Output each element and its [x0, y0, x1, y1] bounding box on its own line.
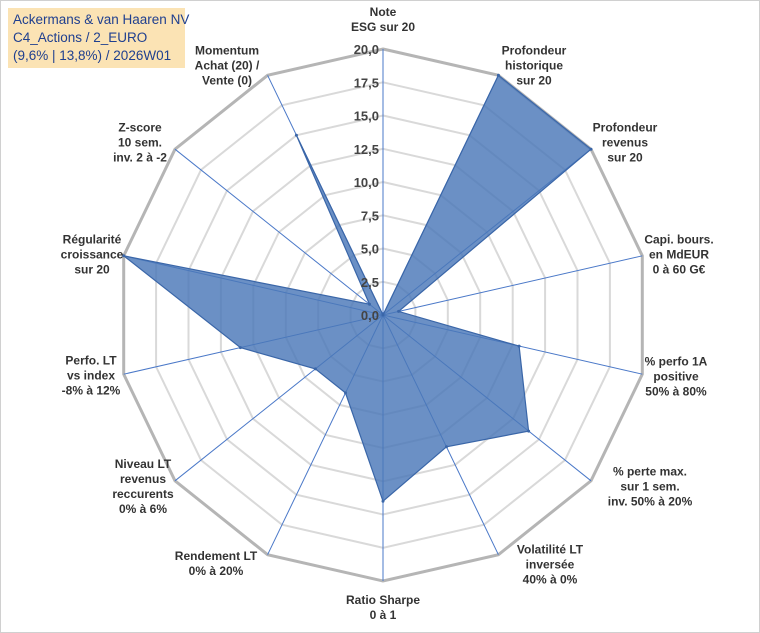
tick-label-6: 15,0: [354, 109, 379, 124]
category-label-6-line-2: 40% à 0%: [522, 572, 578, 587]
category-label-3-line-0: Capi. bours.: [644, 232, 714, 247]
category-label-5: % perte max. sur 1 sem. inv. 50% à 20%: [608, 465, 693, 510]
category-label-13: Momentum Achat (20) / Vente (0): [195, 44, 260, 89]
category-label-11-line-1: croissance: [60, 247, 124, 262]
category-label-0-line-0: Note: [369, 5, 397, 19]
chart-title-line-3: (9,6% | 13,8%) / 2026W01: [13, 48, 172, 63]
chart-title-box: Ackermans & van Haaren NV C4_Actions / 2…: [8, 8, 190, 68]
category-label-13-line-1: Achat (20) /: [194, 58, 260, 73]
category-label-1-line-0: Profondeur: [501, 43, 567, 58]
data-point-0: [381, 313, 385, 317]
category-label-4-line-2: 50% à 80%: [645, 384, 707, 399]
category-label-9-line-2: reccurents: [112, 487, 174, 501]
category-label-10-line-0: Perfo. LT: [65, 353, 117, 368]
category-label-8-line-0: Rendement LT: [174, 549, 258, 563]
category-label-1-line-2: sur 20: [516, 73, 552, 88]
category-label-13-line-2: Vente (0): [201, 73, 252, 88]
tick-label-5: 12,5: [354, 142, 379, 157]
category-label-2: Profondeur revenus sur 20: [593, 121, 658, 166]
category-label-7: Ratio Sharpe 0 à 1: [346, 593, 420, 623]
tick-label-1: 2,5: [361, 275, 379, 290]
axis-spoke-3: [382, 255, 643, 316]
data-point-9: [313, 367, 317, 371]
category-label-6-line-0: Volatilité LT: [516, 542, 584, 557]
category-label-1: Profondeur historique sur 20: [502, 44, 567, 89]
category-label-4-line-0: % perfo 1A: [644, 354, 708, 369]
category-label-0-line-1: ESG sur 20: [350, 20, 416, 34]
category-label-4-line-1: positive: [653, 369, 699, 384]
data-point-13: [294, 133, 298, 137]
category-label-6-line-1: inversée: [525, 557, 575, 572]
data-point-1: [496, 73, 500, 77]
data-point-10: [238, 346, 242, 350]
data-point-5: [527, 429, 531, 433]
category-label-9: Niveau LT revenus reccurents 0% à 6%: [112, 457, 173, 517]
category-label-9-line-0: Niveau LT: [114, 457, 172, 471]
category-label-7-line-0: Ratio Sharpe: [345, 593, 421, 607]
category-label-13-line-0: Momentum: [195, 43, 259, 58]
category-label-2-line-0: Profondeur: [592, 120, 658, 135]
category-label-9-line-3: 0% à 6%: [118, 502, 168, 516]
category-label-12: Z-score 10 sem. inv. 2 à -2: [113, 121, 167, 166]
chart-title-line-2: C4_Actions / 2_EURO: [13, 30, 148, 45]
data-point-7: [381, 499, 385, 503]
tick-label-3: 7,5: [361, 208, 379, 223]
category-label-5-line-1: sur 1 sem.: [620, 479, 680, 494]
data-point-3: [397, 309, 401, 313]
data-point-12: [368, 302, 371, 306]
tick-label-2: 5,0: [361, 242, 379, 257]
tick-label-4: 10,0: [354, 175, 379, 190]
tick-label-7: 17,5: [354, 75, 379, 90]
category-label-11-line-2: sur 20: [74, 262, 110, 277]
data-point-11: [122, 254, 126, 258]
category-label-3: Capi. bours. en MdEUR 0 à 60 G€: [644, 233, 713, 278]
category-label-11-line-0: Régularité: [62, 232, 122, 247]
category-label-10-line-1: vs index: [66, 368, 116, 383]
category-label-2-line-2: sur 20: [607, 150, 643, 165]
category-label-10: Perfo. LT vs index -8% à 12%: [62, 354, 121, 399]
category-label-12-line-1: 10 sem.: [117, 135, 163, 150]
category-label-11: Régularité croissance sur 20: [61, 233, 124, 278]
category-label-1-line-1: historique: [504, 58, 564, 73]
data-point-8: [344, 391, 347, 395]
category-label-3-line-1: en MdEUR: [649, 247, 709, 262]
category-label-7-line-1: 0 à 1: [369, 608, 397, 622]
category-label-5-line-0: % perte max.: [612, 464, 688, 479]
category-label-9-line-1: revenus: [119, 472, 167, 486]
category-label-5-line-2: inv. 50% à 20%: [607, 494, 693, 509]
tick-label-8: 20,0: [354, 42, 379, 57]
category-label-8-line-1: 0% à 20%: [188, 564, 244, 578]
category-label-10-line-2: -8% à 12%: [61, 383, 121, 398]
data-point-6: [445, 445, 448, 449]
category-label-2-line-1: revenus: [601, 135, 649, 150]
category-label-6: Volatilité LT inversée 40% à 0%: [517, 543, 583, 588]
category-label-12-line-0: Z-score: [118, 120, 162, 135]
category-label-4: % perfo 1A positive 50% à 80%: [645, 355, 708, 400]
category-label-8: Rendement LT 0% à 20%: [175, 549, 257, 579]
data-point-4: [517, 344, 521, 348]
axis-spoke-12: [174, 148, 384, 316]
category-label-12-line-2: inv. 2 à -2: [113, 150, 167, 165]
category-label-0: Note ESG sur 20: [351, 5, 415, 35]
chart-title-line-1: Ackermans & van Haaren NV: [13, 12, 190, 27]
data-point-2: [589, 147, 593, 151]
category-label-3-line-2: 0 à 60 G€: [652, 262, 706, 277]
series-area: [123, 74, 592, 503]
tick-label-0: 0,0: [361, 308, 379, 323]
